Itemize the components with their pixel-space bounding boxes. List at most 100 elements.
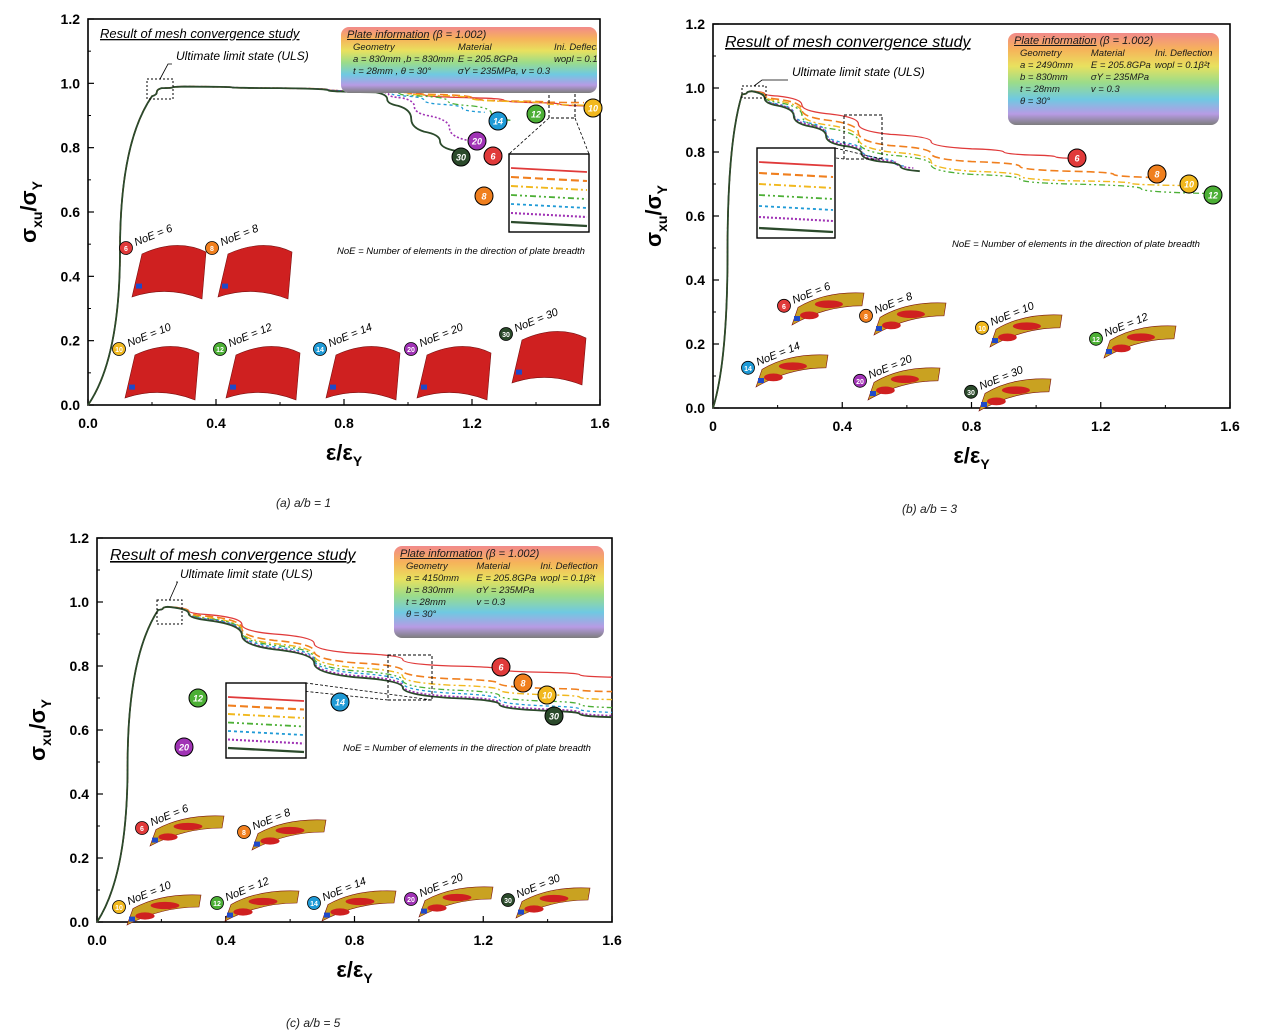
mesh-badge bbox=[112, 342, 126, 356]
plate-info-cell: wopl = 0.1β²t bbox=[554, 54, 597, 65]
series-badge-noe-14: 14 bbox=[330, 692, 350, 712]
series-badge-noe-6: 6 bbox=[491, 657, 511, 677]
mesh-shape bbox=[217, 245, 293, 300]
zoom-source-box bbox=[843, 114, 883, 160]
plate-info-cell: θ = 30° bbox=[406, 609, 437, 620]
y-tick-label: 1.2 bbox=[70, 530, 90, 546]
plate-info-cell: t = 28mm bbox=[406, 597, 446, 608]
mesh-badge-label: 20 bbox=[407, 897, 415, 904]
zoom-inset-line-noe-20 bbox=[227, 738, 305, 745]
plate-info-cell: E = 205.8GPa bbox=[457, 54, 518, 65]
zoom-inset-line-noe-12 bbox=[510, 194, 588, 200]
series-line-noe-30 bbox=[712, 90, 920, 409]
series-badge-label: 20 bbox=[178, 743, 189, 753]
plate-info-box-c: Plate information (β = 1.002) Geometry Ma… bbox=[394, 546, 604, 638]
chart-title: Result of mesh convergence study bbox=[100, 26, 301, 41]
mesh-badge bbox=[777, 298, 791, 313]
series-badge-noe-30: 30 bbox=[544, 706, 564, 726]
chart-c: 0.0 0.4 0.8 1.2 1.6 0.0 0.2 0.4 0.6 0.8 1.0 1.2 ε/εY… bbox=[25, 530, 622, 986]
plate-info-cell: σY = 235MPa bbox=[1090, 72, 1149, 83]
plate-info-cell bbox=[1155, 84, 1213, 96]
mesh-patch bbox=[778, 362, 807, 371]
uls-label: Ultimate limit state (ULS) bbox=[180, 567, 313, 581]
zoom-inset-line-noe-12 bbox=[227, 721, 305, 728]
zoom-inset-line-noe-20 bbox=[510, 211, 588, 219]
mesh-label: NoE = 20 bbox=[418, 321, 466, 350]
mesh-badge-label: 14 bbox=[310, 901, 318, 908]
mesh-badge-label: 14 bbox=[744, 366, 752, 373]
plate-info-cell: E = 205.8GPa bbox=[476, 573, 537, 584]
mesh-badge-label: 8 bbox=[242, 830, 246, 837]
mesh-badge-label: 20 bbox=[407, 347, 415, 354]
series-badge-label: 12 bbox=[1208, 191, 1218, 201]
plate-info-header: Material bbox=[1090, 48, 1125, 59]
y-tick-label: 0.8 bbox=[686, 144, 706, 160]
x-tick-label: 0.4 bbox=[833, 418, 853, 434]
plate-info-header: Ini. Deflection bbox=[1154, 48, 1213, 59]
series-badge-noe-10: 10 bbox=[583, 98, 603, 118]
mesh-badge bbox=[859, 308, 873, 323]
mesh-patch bbox=[136, 283, 142, 289]
uls-leader-line bbox=[753, 79, 788, 87]
series-badge-circle bbox=[474, 186, 494, 206]
zoom-inset-line-noe-8 bbox=[510, 175, 588, 183]
x-axis-label: ε/εY bbox=[953, 443, 990, 472]
y-tick-label: 0.8 bbox=[61, 140, 81, 156]
zoom-inset-line-noe-12 bbox=[758, 194, 834, 200]
mesh-badge-label: 10 bbox=[978, 326, 986, 333]
series-line-noe-30 bbox=[87, 85, 457, 406]
mesh-patch bbox=[814, 300, 843, 309]
x-tick-label: 0 bbox=[709, 418, 717, 434]
caption-c: (c) a/b = 5 bbox=[286, 1016, 341, 1030]
mesh-patch bbox=[870, 391, 876, 397]
mesh-badge bbox=[205, 241, 219, 255]
x-tick-label: 1.6 bbox=[590, 415, 610, 431]
series-badge-label: 14 bbox=[335, 698, 345, 708]
series-badge-noe-10: 10 bbox=[537, 685, 557, 705]
mesh-patch bbox=[427, 904, 447, 912]
x-tick-label: 0.4 bbox=[216, 932, 236, 948]
y-axis-label: σxu/σY bbox=[641, 184, 670, 247]
plate-info-header: Material bbox=[457, 42, 492, 53]
chart-title: Result of mesh convergence study bbox=[110, 547, 356, 564]
mesh-badge bbox=[237, 825, 251, 839]
noe-note: NoE = Number of elements in the directio… bbox=[337, 246, 585, 257]
mesh-label: NoE = 6 bbox=[133, 222, 175, 248]
series-badge-label: 6 bbox=[498, 663, 504, 673]
y-tick-label: 0.2 bbox=[61, 333, 81, 349]
zoom-source-box bbox=[387, 654, 433, 701]
zoom-inset-line-noe-14 bbox=[758, 205, 834, 211]
zoom-inset bbox=[225, 682, 307, 759]
series-badge-circle bbox=[467, 131, 487, 151]
series-badge-noe-8: 8 bbox=[1147, 164, 1167, 184]
chart-a: 0.0 0.4 0.8 1.2 1.6 0.0 0.2 0.4 0.6 0.8 1.0 1.2 ε/εY… bbox=[16, 11, 610, 469]
series-badge-noe-6: 6 bbox=[483, 146, 503, 166]
x-tick-label: 0.0 bbox=[87, 932, 107, 948]
uls-label: Ultimate limit state (ULS) bbox=[792, 65, 925, 79]
plate-info-cell: b = 830mm bbox=[406, 585, 454, 596]
y-tick-label: 1.0 bbox=[686, 80, 706, 96]
x-tick-label: 1.2 bbox=[474, 932, 494, 948]
mesh-badge-label: 30 bbox=[967, 390, 975, 397]
zoom-inset-line-noe-10 bbox=[510, 185, 588, 191]
plate-info-cell bbox=[540, 585, 598, 597]
zoom-connector bbox=[508, 117, 550, 155]
mesh-badge bbox=[499, 327, 513, 341]
mesh-patch bbox=[330, 384, 336, 390]
series-line-noe-6 bbox=[96, 606, 613, 923]
series-badge-circle bbox=[483, 146, 503, 166]
zoom-inset-line-noe-10 bbox=[227, 713, 305, 719]
zoom-connector bbox=[834, 147, 883, 160]
plate-info-cell: v = 0.3 bbox=[1090, 84, 1120, 95]
series-line-noe-8 bbox=[712, 90, 1159, 409]
mesh-patch bbox=[1012, 322, 1041, 331]
mesh-patch bbox=[135, 912, 155, 920]
